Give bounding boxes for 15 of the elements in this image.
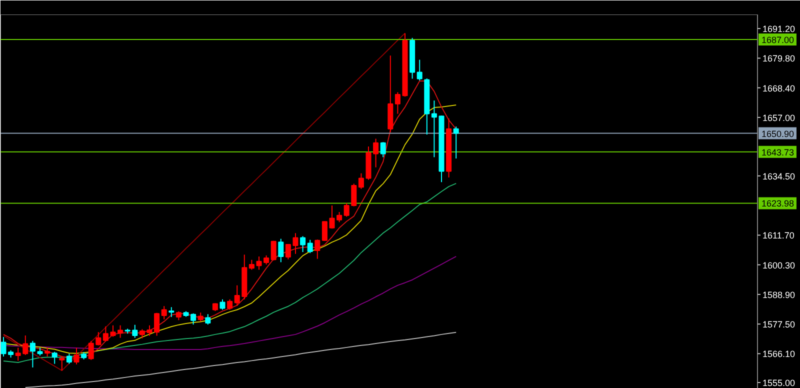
ref-line-label: 1623.98 [762,198,794,209]
y-tick-label: 1588.90 [762,290,796,300]
y-tick-label: 1611.70 [762,230,794,241]
y-tick-label: 1555.00 [762,378,796,388]
y-tick-label: 1679.80 [762,54,796,64]
y-tick-label: 1657.00 [762,112,796,123]
ref-line-label: 1643.73 [762,147,794,158]
y-tick-label: 1600.30 [762,260,796,270]
ref-line-label: 1687.00 [762,34,794,45]
ref-line-label: 1650.90 [762,128,794,139]
y-tick-label: 1691.20 [762,24,796,34]
y-tick-label: 1566.10 [762,349,796,360]
y-tick-label: 1634.50 [762,171,796,182]
y-tick-label: 1668.40 [762,83,796,94]
y-tick-label: 1577.50 [762,320,796,330]
